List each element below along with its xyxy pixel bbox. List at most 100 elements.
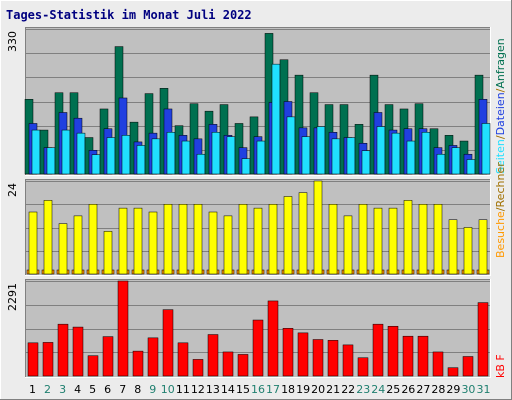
bar-kb [207, 334, 219, 377]
bar-kb [282, 328, 294, 377]
x-tick-label: 21 [326, 383, 340, 396]
x-tick-label: 12 [191, 383, 205, 396]
bar-kb [57, 323, 69, 377]
bar-seiten [466, 159, 476, 175]
bar-seiten [151, 138, 161, 175]
bar-seiten [436, 153, 446, 175]
bar-seiten [421, 132, 431, 175]
bar-seiten [301, 136, 311, 175]
legend-besuche: Besuche [494, 211, 507, 258]
bar-rechner [148, 211, 158, 275]
x-tick-label: 13 [206, 383, 220, 396]
x-tick-label: 30 [461, 383, 475, 396]
bar-kb [267, 300, 279, 377]
legend-separator: / [494, 135, 507, 139]
bar-seiten [136, 145, 146, 175]
bar-rechner [208, 211, 218, 275]
x-tick-label: 25 [386, 383, 400, 396]
panel-3-ymax-label: 2291 [6, 283, 19, 311]
x-tick-label: 6 [104, 383, 111, 396]
bar-seiten [271, 63, 281, 175]
bar-rechner [238, 204, 248, 275]
panel-1-ymax-label: 330 [6, 31, 19, 52]
bar-kb [372, 323, 384, 377]
bar-kb [342, 344, 354, 377]
x-tick-label: 18 [281, 383, 295, 396]
bar-rechner [43, 200, 53, 275]
bar-kb [432, 351, 444, 377]
x-tick-label: 9 [149, 383, 156, 396]
bar-seiten [181, 140, 191, 175]
x-tick-label: 1 [29, 383, 36, 396]
x-tick-label: 3 [59, 383, 66, 396]
bar-rechner [73, 215, 83, 275]
bar-seiten [166, 132, 176, 175]
bar-rechner [163, 204, 173, 275]
chart-title: Tages-Statistik im Monat Juli 2022 [6, 8, 252, 22]
x-tick-label: 11 [176, 383, 190, 396]
bar-kb [222, 351, 234, 377]
bar-kb [297, 332, 309, 377]
bar-seiten [316, 126, 326, 175]
x-tick-label: 24 [371, 383, 385, 396]
bar-rechner [178, 204, 188, 275]
x-tick-label: 23 [356, 383, 370, 396]
bar-seiten [211, 132, 221, 175]
legend-bottom: kB F [494, 354, 507, 378]
bar-rechner [478, 219, 488, 275]
bar-seiten [451, 147, 461, 175]
bar-rechner [373, 207, 383, 275]
bar-rechner [433, 204, 443, 275]
panel-2-ymax-label: 24 [6, 183, 19, 197]
x-tick-label: 31 [476, 383, 490, 396]
bar-kb [252, 319, 264, 377]
bar-rechner [28, 211, 38, 275]
x-tick-label: 27 [416, 383, 430, 396]
x-tick-label: 15 [236, 383, 250, 396]
bar-kb [117, 280, 129, 377]
x-tick-label: 8 [134, 383, 141, 396]
bar-kb [387, 325, 399, 377]
bar-rechner [268, 204, 278, 275]
bar-kb [27, 342, 39, 377]
legend-seiten: Seiten [494, 139, 507, 174]
bar-seiten [76, 132, 86, 175]
bar-rechner [133, 207, 143, 275]
bar-kb [327, 340, 339, 377]
bar-rechner [193, 204, 203, 275]
legend-rechner: Rechner [494, 162, 507, 208]
bar-rechner [283, 196, 293, 275]
x-tick-label: 16 [251, 383, 265, 396]
bar-kb [72, 326, 84, 377]
bar-rechner [343, 215, 353, 275]
bar-kb [357, 357, 369, 377]
bar-rechner [463, 227, 473, 275]
bar-rechner [253, 207, 263, 275]
bar-seiten [31, 129, 41, 175]
bar-seiten [331, 138, 341, 175]
bar-seiten [391, 132, 401, 175]
x-tick-label: 4 [74, 383, 81, 396]
bar-kb [102, 336, 114, 377]
bar-seiten [256, 140, 266, 175]
bar-seiten [121, 135, 131, 175]
bar-seiten [406, 140, 416, 175]
bar-rechner [298, 192, 308, 275]
legend-middle: Besuche/Rechner [494, 162, 507, 258]
x-tick-label: 22 [341, 383, 355, 396]
bar-rechner [388, 207, 398, 275]
x-tick-label: 5 [89, 383, 96, 396]
bar-kb [177, 342, 189, 377]
bar-kb [162, 309, 174, 377]
bar-rechner [58, 223, 68, 275]
bar-seiten [46, 147, 56, 175]
legend-kb: kB F [494, 354, 507, 378]
bar-rechner [328, 204, 338, 275]
bar-seiten [361, 150, 371, 175]
legend-separator: / [494, 88, 507, 92]
x-tick-label: 7 [119, 383, 126, 396]
bar-rechner [88, 204, 98, 275]
legend-dateien: Dateien [494, 92, 507, 135]
